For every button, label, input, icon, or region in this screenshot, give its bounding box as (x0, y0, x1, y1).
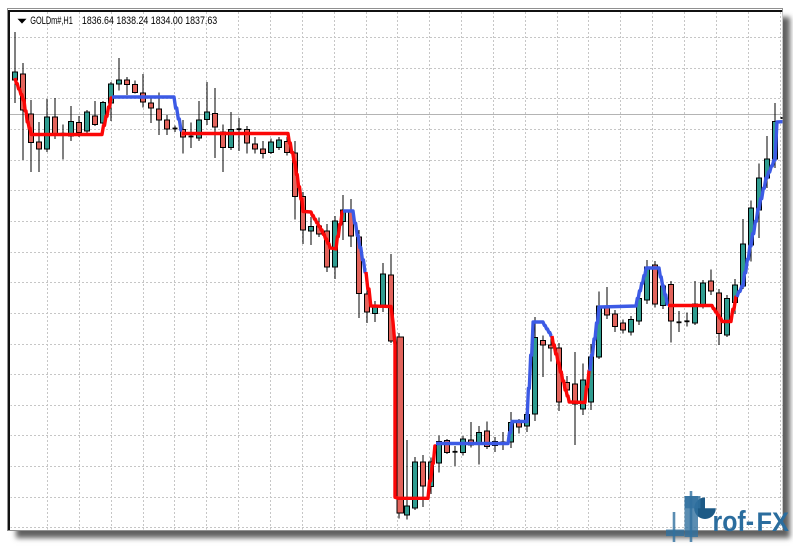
svg-text:1836.64 1838.24 1834.00 1837.6: 1836.64 1838.24 1834.00 1837.63 (82, 15, 217, 27)
svg-text:GOLDm#,H1: GOLDm#,H1 (30, 15, 73, 27)
svg-text:FX: FX (757, 507, 790, 537)
svg-text:rof-: rof- (713, 506, 755, 538)
